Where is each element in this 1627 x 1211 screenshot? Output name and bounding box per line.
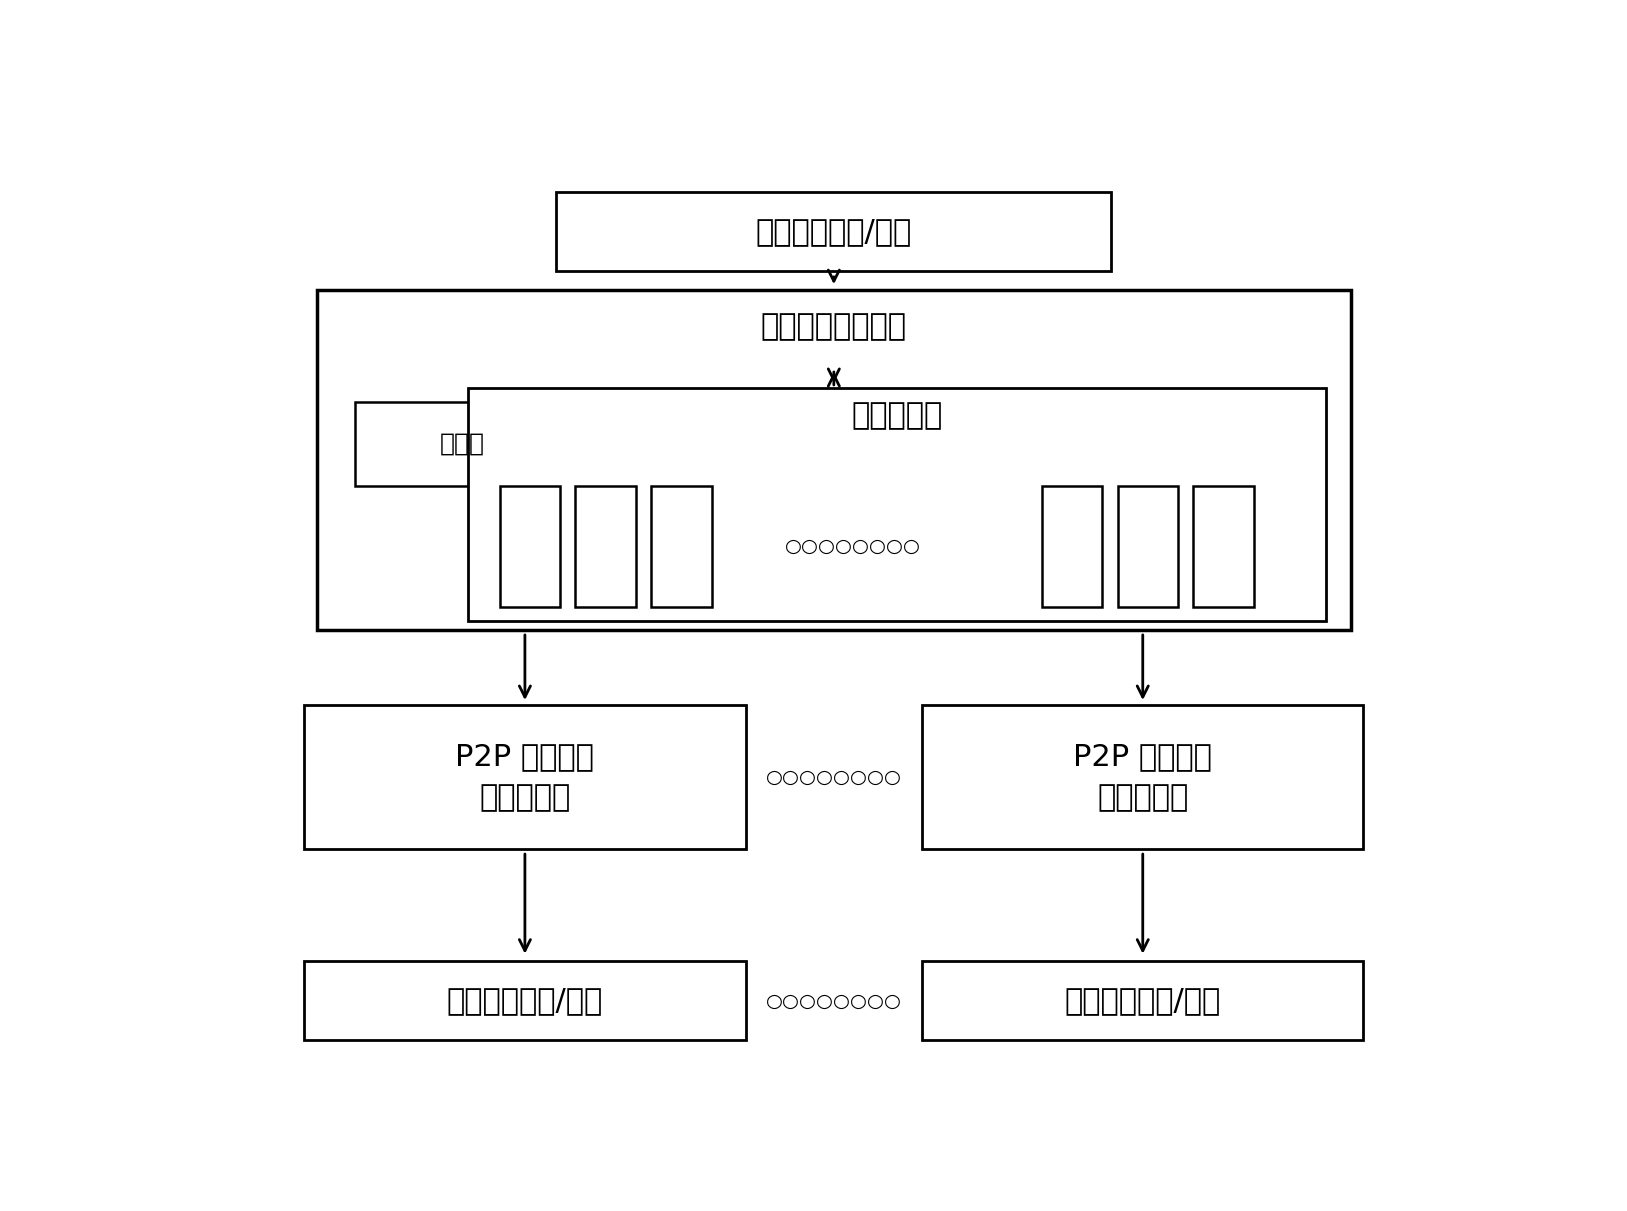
Bar [651,486,711,607]
Bar [1193,486,1254,607]
Text: ○○○○○○○○: ○○○○○○○○ [766,768,901,787]
Bar [469,388,1326,621]
Bar [556,191,1111,271]
Bar [499,486,560,607]
Bar [923,705,1363,849]
Bar [355,402,569,486]
Text: P2P 网络节点
（机顶盒）: P2P 网络节点 （机顶盒） [1074,742,1212,811]
Text: 连续的流媒体/文件: 连续的流媒体/文件 [755,217,913,246]
Text: 量子包文件: 量子包文件 [851,401,942,430]
Bar [1041,486,1103,607]
Bar [304,962,745,1040]
Bar [576,486,636,607]
Text: 连续的流媒体/文件: 连续的流媒体/文件 [447,987,604,1015]
Bar [923,962,1363,1040]
Text: P2P 网络节点
（机顶盒）: P2P 网络节点 （机顶盒） [456,742,594,811]
Text: 缓存区: 缓存区 [439,431,485,455]
Text: 量子包封装服务器: 量子包封装服务器 [761,312,906,342]
Bar [304,705,745,849]
Bar [317,289,1350,630]
Text: 连续的流媒体/文件: 连续的流媒体/文件 [1064,987,1220,1015]
Bar [1118,486,1178,607]
Text: ○○○○○○○○: ○○○○○○○○ [784,536,921,556]
Text: ○○○○○○○○: ○○○○○○○○ [766,992,901,1011]
